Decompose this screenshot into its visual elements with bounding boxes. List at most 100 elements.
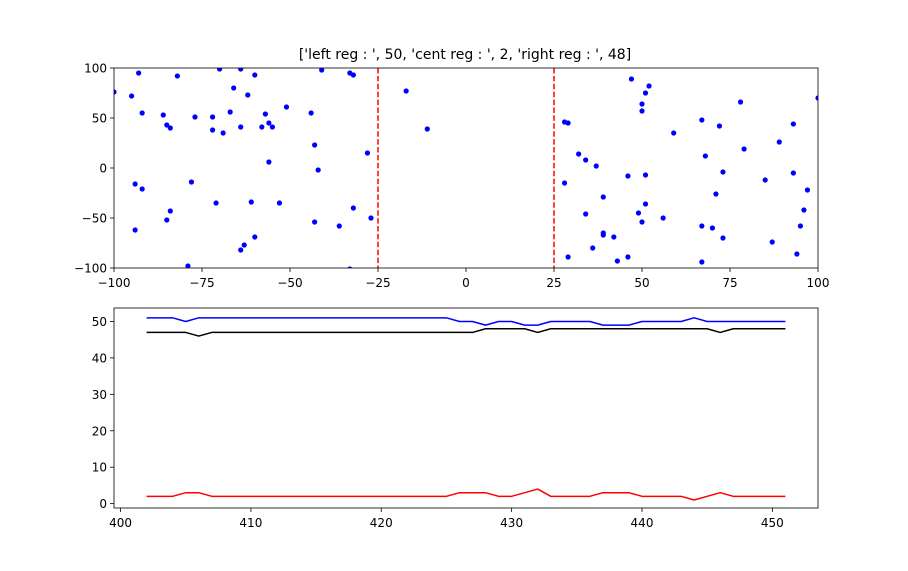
scatter-point xyxy=(561,180,568,186)
scatter-point xyxy=(174,73,180,79)
scatter-point xyxy=(720,169,726,175)
scatter-point xyxy=(776,139,782,145)
scatter-point xyxy=(262,111,268,117)
scatter-ytick-label: 50 xyxy=(92,112,107,126)
scatter-xtick-label: −50 xyxy=(277,276,302,290)
scatter-point xyxy=(241,242,247,248)
scatter-point xyxy=(576,151,582,157)
scatter-point xyxy=(248,199,254,205)
line-ytick-label: 0 xyxy=(99,497,107,511)
scatter-frame xyxy=(113,67,819,269)
scatter-point xyxy=(132,181,138,187)
scatter-content xyxy=(114,68,818,268)
scatter-point xyxy=(642,201,649,207)
line-xtick-label: 410 xyxy=(239,516,262,530)
scatter-point xyxy=(794,251,800,257)
scatter-point xyxy=(209,127,216,133)
scatter-point xyxy=(350,205,356,211)
scatter-xtick-label: 75 xyxy=(722,276,737,290)
scatter-point xyxy=(252,234,258,240)
scatter-point xyxy=(671,130,677,136)
line-xtick-label: 430 xyxy=(500,516,523,530)
scatter-xtick-label: −75 xyxy=(189,276,214,290)
scatter-point xyxy=(625,173,631,179)
scatter-point xyxy=(114,89,117,95)
scatter-point xyxy=(593,163,599,169)
scatter-point xyxy=(276,200,283,206)
scatter-point xyxy=(801,207,807,213)
line-ytick-label: 40 xyxy=(92,351,107,365)
line-ytick-label: 10 xyxy=(92,461,107,475)
scatter-point xyxy=(136,70,142,76)
scatter-point xyxy=(611,234,617,240)
scatter-point xyxy=(245,92,251,98)
scatter-ytick-label: 100 xyxy=(84,62,107,76)
scatter-point xyxy=(769,239,775,245)
line-xtick-label: 440 xyxy=(631,516,654,530)
line-plot: 400 410 420 430 440 450 0 10 20 30 40 50 xyxy=(92,307,819,530)
scatter-point xyxy=(213,200,219,206)
scatter-point xyxy=(642,172,649,178)
line-series xyxy=(146,317,786,326)
scatter-point xyxy=(347,266,353,268)
scatter-ytick-label: −100 xyxy=(74,262,107,276)
scatter-point xyxy=(315,167,321,173)
scatter-xtick-label: 50 xyxy=(634,276,649,290)
scatter-point xyxy=(209,114,216,120)
scatter-point xyxy=(642,90,649,96)
scatter-point xyxy=(308,110,314,116)
scatter-point xyxy=(336,223,342,229)
scatter-point xyxy=(185,263,191,268)
scatter-point xyxy=(565,254,571,260)
scatter-title: ['left reg : ', 50, 'cent reg : ', 2, 'r… xyxy=(299,47,631,63)
scatter-point xyxy=(319,68,325,73)
scatter-xtick-label: 0 xyxy=(462,276,470,290)
scatter-point xyxy=(625,254,631,260)
line-series xyxy=(146,488,786,501)
scatter-point xyxy=(815,95,818,101)
scatter-point xyxy=(702,153,708,159)
line-ytick-label: 30 xyxy=(92,388,107,402)
scatter-point xyxy=(252,72,258,78)
line-xtick-label: 420 xyxy=(370,516,393,530)
scatter-xtick-label: 25 xyxy=(546,276,561,290)
scatter-point xyxy=(269,124,275,130)
scatter-point xyxy=(231,85,237,91)
scatter-point xyxy=(220,130,226,136)
scatter-point xyxy=(266,159,272,165)
scatter-point xyxy=(238,124,244,130)
scatter-point xyxy=(635,210,642,216)
scatter-point xyxy=(699,117,705,123)
scatter-point xyxy=(403,88,409,94)
scatter-point xyxy=(266,120,272,126)
scatter-point xyxy=(709,225,716,231)
scatter-point xyxy=(614,258,620,264)
scatter-point xyxy=(639,219,645,225)
scatter-ytick-label: 0 xyxy=(99,162,107,176)
scatter-point xyxy=(139,186,145,192)
scatter-point xyxy=(129,93,135,99)
scatter-point xyxy=(259,124,265,130)
scatter-point xyxy=(600,232,606,238)
scatter-ytick-label: −50 xyxy=(82,212,107,226)
line-series xyxy=(146,328,786,337)
line-frame xyxy=(113,307,819,509)
scatter-point xyxy=(424,126,430,132)
scatter-point xyxy=(312,219,318,225)
scatter-plot: −100 −75 −50 −25 0 25 50 75 100 −100 −50 0 50 100 xyxy=(74,62,829,291)
scatter-point xyxy=(283,104,290,110)
scatter-point xyxy=(639,108,645,114)
scatter-point xyxy=(368,215,374,221)
scatter-point xyxy=(804,187,811,193)
scatter-point xyxy=(720,235,726,241)
line-ytick-label: 20 xyxy=(92,424,107,438)
scatter-point xyxy=(192,114,198,120)
scatter-point xyxy=(167,125,173,131)
scatter-xtick-label: 100 xyxy=(807,276,830,290)
scatter-point xyxy=(699,223,705,229)
scatter-point xyxy=(790,121,796,127)
scatter-point xyxy=(139,110,145,116)
scatter-point xyxy=(350,72,356,78)
scatter-point xyxy=(699,259,705,265)
